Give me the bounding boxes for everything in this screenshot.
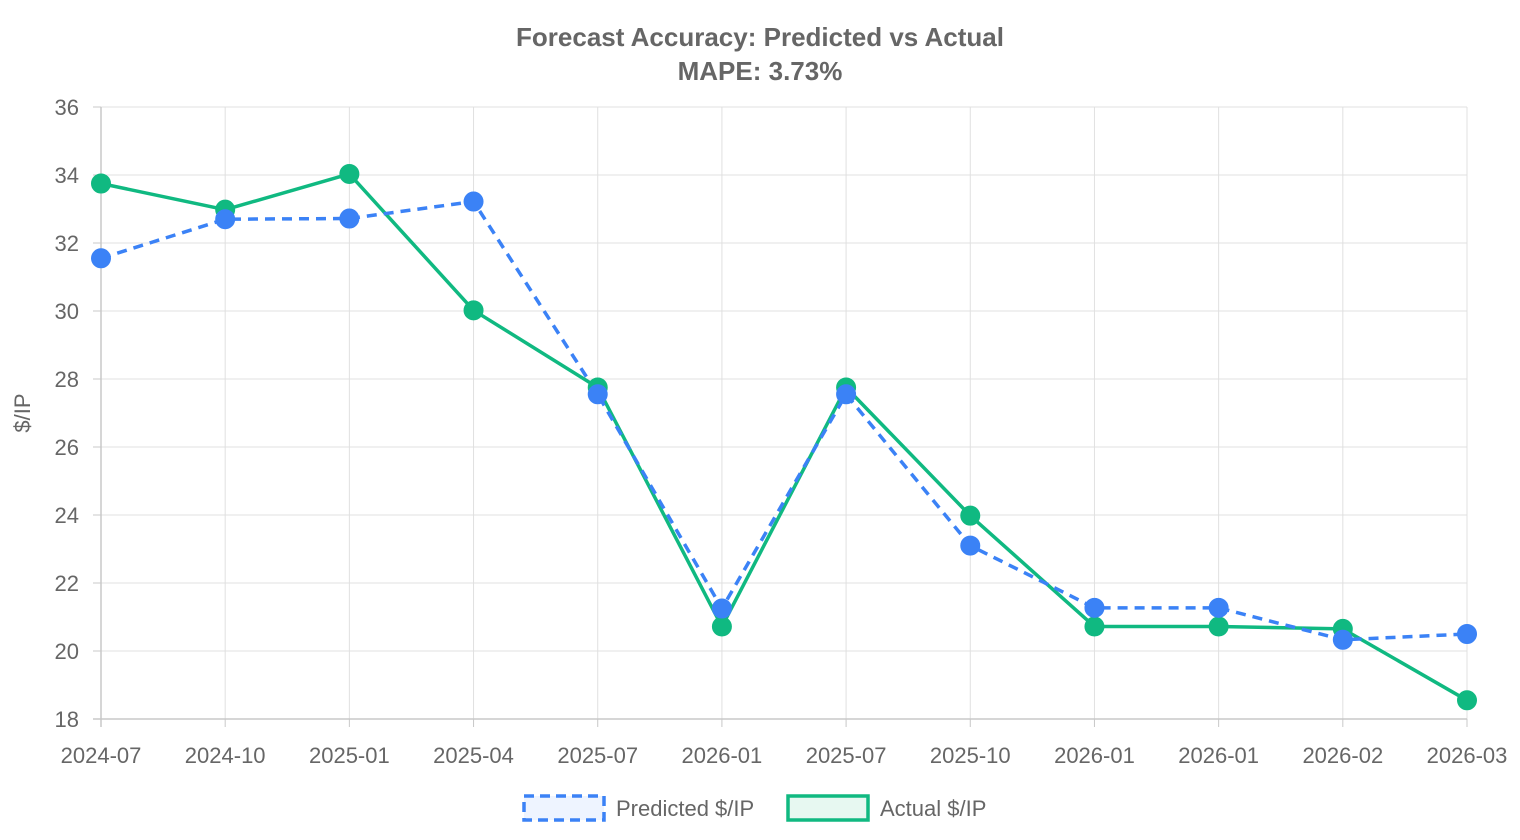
x-tick-label: 2024-07 xyxy=(61,743,142,768)
legend-item-actual[interactable]: Actual $/IP xyxy=(786,794,986,822)
y-tick-label: 18 xyxy=(55,707,79,732)
data-point-actual xyxy=(1457,690,1477,711)
y-tick-label: 32 xyxy=(55,231,79,256)
data-point-predicted xyxy=(587,384,608,405)
legend-item-predicted[interactable]: Predicted $/IP xyxy=(522,794,754,822)
x-tick-label: 2025-10 xyxy=(930,743,1011,768)
x-tick-label: 2026-01 xyxy=(682,743,763,768)
x-tick-label: 2025-01 xyxy=(309,743,390,768)
data-point-predicted xyxy=(960,535,981,556)
data-point-actual xyxy=(339,163,360,184)
legend: Predicted $/IP Actual $/IP xyxy=(522,794,986,822)
x-tick-label: 2026-01 xyxy=(1178,743,1259,768)
x-tick-label: 2026-03 xyxy=(1427,743,1508,768)
y-axis-title: $/IP xyxy=(10,393,35,432)
legend-swatch-predicted xyxy=(522,794,606,822)
data-point-actual xyxy=(960,505,981,526)
data-point-actual xyxy=(463,300,484,321)
y-tick-label: 36 xyxy=(55,95,79,120)
y-axis-ticks: 18 20 22 24 26 28 30 32 34 36 xyxy=(55,95,101,732)
legend-label-actual: Actual $/IP xyxy=(880,796,986,821)
x-tick-label: 2025-07 xyxy=(806,743,887,768)
x-tick-label: 2025-07 xyxy=(557,743,638,768)
y-tick-label: 20 xyxy=(55,639,79,664)
data-point-actual xyxy=(91,173,111,194)
x-axis-ticks: 2024-07 2024-10 2025-01 2025-04 2025-07 2026-… xyxy=(61,719,1508,768)
series-line-actual xyxy=(100,172,1468,702)
legend-swatch-actual xyxy=(786,794,870,822)
x-tick-label: 2024-10 xyxy=(185,743,266,768)
data-point-predicted xyxy=(1457,624,1477,644)
y-tick-label: 30 xyxy=(55,299,79,324)
y-tick-label: 24 xyxy=(55,503,79,528)
chart-title: Forecast Accuracy: Predicted vs Actual xyxy=(516,22,1004,52)
data-point-predicted xyxy=(711,598,732,619)
series-points xyxy=(91,163,1477,711)
data-point-actual xyxy=(1084,616,1105,637)
series-lines xyxy=(100,172,1468,702)
legend-label-predicted: Predicted $/IP xyxy=(616,796,754,821)
y-tick-label: 26 xyxy=(55,435,79,460)
x-tick-label: 2025-04 xyxy=(433,743,514,768)
y-tick-label: 28 xyxy=(55,367,79,392)
data-point-predicted xyxy=(91,248,111,269)
data-point-predicted xyxy=(836,384,857,405)
data-point-predicted xyxy=(1332,629,1353,650)
data-point-predicted xyxy=(463,191,484,212)
axes xyxy=(93,107,1467,727)
y-tick-label: 22 xyxy=(55,571,79,596)
data-point-predicted xyxy=(1208,597,1229,618)
data-point-predicted xyxy=(339,208,360,229)
y-tick-label: 34 xyxy=(55,163,79,188)
data-point-actual xyxy=(1208,616,1229,637)
data-point-actual xyxy=(711,616,732,637)
data-point-predicted xyxy=(215,209,236,230)
chart-subtitle: MAPE: 3.73% xyxy=(678,56,843,86)
data-point-predicted xyxy=(1084,597,1105,618)
series-line-predicted xyxy=(100,199,1468,642)
x-tick-label: 2026-02 xyxy=(1302,743,1383,768)
x-tick-label: 2026-01 xyxy=(1054,743,1135,768)
